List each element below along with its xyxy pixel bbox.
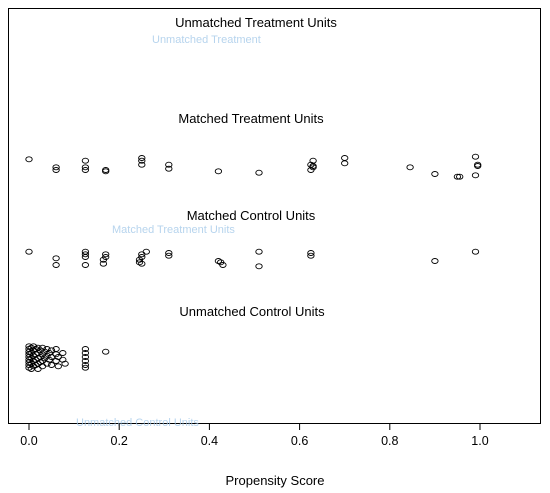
data-point-group-1-26 [471,172,480,179]
data-point-group-3-54 [81,350,90,356]
data-point-group-3-50 [59,350,67,356]
data-point-group-2-21 [219,262,227,268]
data-point-group-1-0 [25,156,33,163]
data-point-group-3-55 [81,354,90,360]
data-point-group-1-14 [255,169,263,176]
x-tick-label-5: 1.0 [471,434,488,448]
data-point-group-1-7 [102,167,110,173]
data-point-group-2-13 [138,254,146,260]
group-title-unmatched-control: Unmatched Control Units [179,304,325,319]
data-point-group-1-4 [81,164,90,171]
data-point-group-2-4 [81,251,90,258]
data-point-group-3-49 [54,363,62,370]
data-point-group-1-1 [52,164,60,171]
data-point-group-2-27 [471,248,480,255]
data-point-group-1-13 [214,168,223,175]
data-point-group-2-18 [165,252,173,259]
data-point-group-3-53 [81,346,90,352]
data-point-group-1-12 [165,161,173,168]
x-axis-title: Propensity Score [226,473,325,488]
data-point-group-2-0 [25,248,33,255]
data-point-group-1-25 [456,173,464,180]
group-title-matched-control: Matched Control Units [187,208,316,223]
data-point-group-1-27 [474,161,482,168]
ghost-label-matched-treatment: Matched Treatment Units [112,224,235,236]
data-point-group-1-6 [102,168,110,175]
group-title-unmatched-treatment: Unmatched Treatment Units [175,15,337,30]
data-point-group-1-22 [406,164,414,171]
data-point-group-1-24 [453,173,462,180]
x-tick-label-2: 0.4 [201,434,218,448]
data-point-group-2-19 [214,258,223,264]
data-point-group-1-2 [52,167,60,173]
data-point-group-3-44 [47,362,56,368]
x-tick-label-3: 0.6 [291,434,308,448]
data-point-group-3-56 [81,358,90,364]
data-point-group-2-17 [165,250,173,256]
data-point-group-2-11 [135,259,144,266]
data-point-group-3-42 [47,347,56,354]
x-tick-label-1: 0.2 [111,434,128,448]
data-point-group-1-10 [138,157,146,164]
data-point-group-2-7 [99,260,108,267]
x-tick-label-4: 0.8 [381,434,398,448]
data-point-group-2-16 [142,248,150,255]
data-point-group-2-6 [81,262,90,268]
data-point-group-3-58 [81,364,90,371]
data-point-group-1-23 [431,171,439,177]
data-point-group-1-19 [309,164,317,171]
data-point-group-1-3 [81,157,90,164]
data-point-group-1-5 [81,167,90,173]
data-point-group-1-20 [341,155,349,161]
ghost-label-unmatched-treatment: Unmatched Treatment [152,34,261,46]
data-point-group-2-2 [52,262,60,268]
data-point-group-3-57 [81,362,90,368]
data-point-group-2-23 [255,248,263,255]
data-point-group-3-52 [61,360,69,367]
data-point-group-2-9 [102,251,110,258]
points-layer [25,153,482,372]
plot-frame [8,8,541,424]
data-point-group-3-59 [102,348,110,355]
data-point-group-2-26 [431,258,439,264]
data-point-group-1-28 [474,163,482,169]
data-point-group-2-10 [102,254,110,260]
ghost-label-unmatched-control: Unmatched Control Units [76,417,199,429]
x-tick-label-0: 0.0 [20,434,37,448]
data-point-group-2-22 [255,263,263,270]
x-axis: 0.0 0.2 0.4 0.6 0.8 1.0 [20,424,489,448]
data-point-group-2-24 [307,252,315,259]
group-title-matched-treatment: Matched Treatment Units [178,111,324,126]
data-point-group-1-29 [471,153,480,160]
data-point-group-2-1 [52,255,60,262]
data-point-group-2-5 [81,254,90,260]
data-point-group-2-25 [307,250,315,256]
data-point-group-1-9 [138,155,146,161]
data-point-group-1-18 [309,157,317,164]
data-point-group-1-8 [138,161,146,168]
data-point-group-1-21 [341,160,349,167]
data-point-group-1-11 [165,165,173,172]
data-point-group-2-15 [138,260,146,267]
